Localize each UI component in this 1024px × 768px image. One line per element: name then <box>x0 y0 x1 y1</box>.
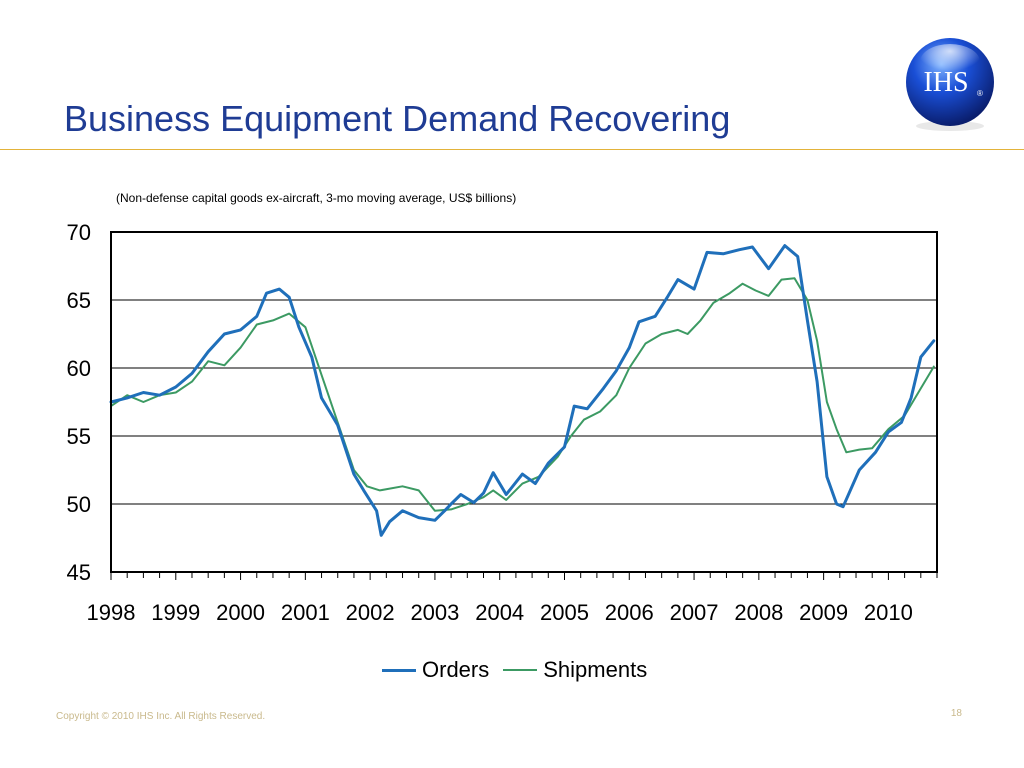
x-tick-label-1999: 1999 <box>151 600 200 625</box>
plot-frame <box>110 231 938 573</box>
y-tick-label-55: 55 <box>67 424 91 449</box>
title-divider <box>0 149 1024 150</box>
legend-swatch-orders <box>382 668 416 672</box>
legend-item-orders: Orders <box>382 657 489 683</box>
x-tick-label-2000: 2000 <box>216 600 265 625</box>
logo-registered-mark: ® <box>977 89 983 98</box>
legend-swatch-shipments <box>503 669 538 671</box>
x-tick-label-2004: 2004 <box>475 600 524 625</box>
grid-lines <box>111 299 937 505</box>
x-tick-label-2009: 2009 <box>799 600 848 625</box>
y-tick-label-70: 70 <box>67 220 91 245</box>
series-lines <box>109 244 936 537</box>
slide-title: Business Equipment Demand Recovering <box>64 98 731 139</box>
legend-label-orders: Orders <box>422 657 490 682</box>
x-tick-label-2003: 2003 <box>410 600 459 625</box>
x-tick-label-2001: 2001 <box>281 600 330 625</box>
x-tick-label-2006: 2006 <box>605 600 654 625</box>
x-tick-label-2010: 2010 <box>864 600 913 625</box>
ihs-logo: IHS ® <box>906 38 994 131</box>
y-tick-label-45: 45 <box>67 560 91 585</box>
copyright-footer: Copyright © 2010 IHS Inc. All Rights Res… <box>56 711 266 722</box>
x-tick-label-2007: 2007 <box>670 600 719 625</box>
x-tick-label-2005: 2005 <box>540 600 589 625</box>
plot-border <box>110 231 938 573</box>
series-line-orders <box>109 244 936 537</box>
y-tick-label-50: 50 <box>67 492 91 517</box>
y-tick-label-65: 65 <box>67 288 91 313</box>
chart-legend: Orders Shipments <box>382 657 661 683</box>
legend-item-shipments: Shipments <box>503 657 647 683</box>
legend-label-shipments: Shipments <box>543 657 648 682</box>
chart-subtitle: (Non-defense capital goods ex-aircraft, … <box>116 191 517 205</box>
x-tick-label-2008: 2008 <box>734 600 783 625</box>
x-tick-label-1998: 1998 <box>87 600 136 625</box>
page-number: 18 <box>950 708 962 719</box>
series-line-shipments <box>110 277 935 512</box>
y-tick-label-60: 60 <box>67 356 91 381</box>
x-tick-label-2002: 2002 <box>346 600 395 625</box>
axes: 70 65 60 55 50 45 1998 1999 2000 2001 2002 2003 2004… <box>67 220 938 625</box>
logo-text: IHS <box>923 67 968 98</box>
